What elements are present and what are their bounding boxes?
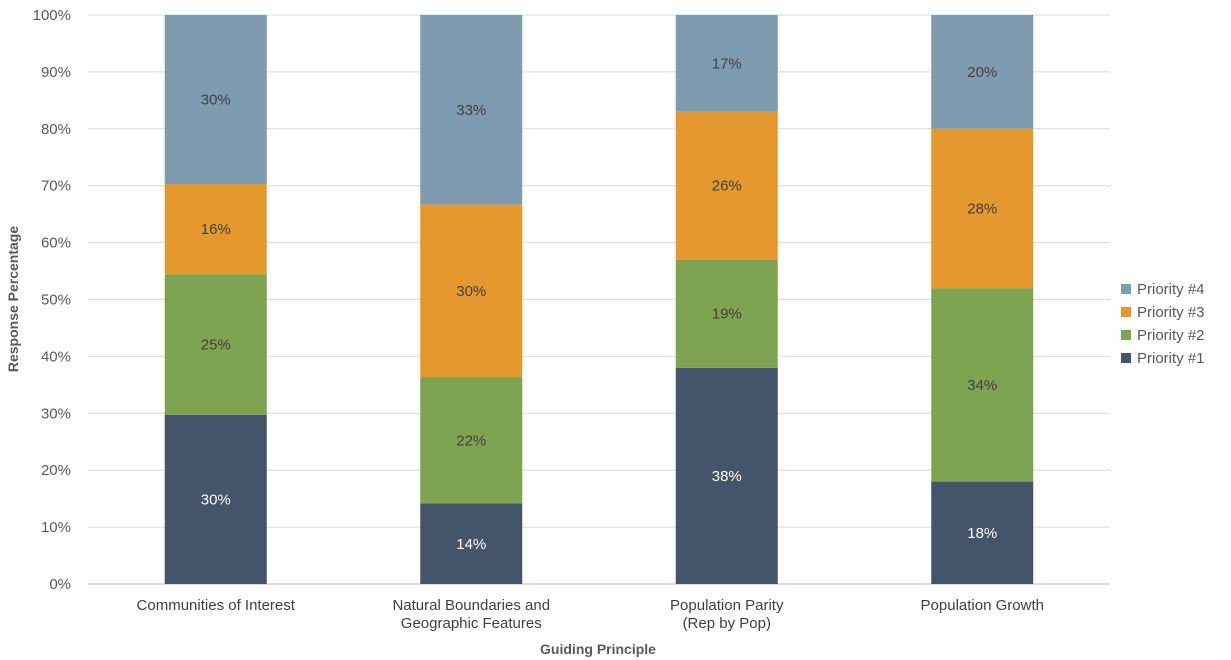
y-axis-tick-labels: 0% 10% 20% 30% 40% 50% 60% 70% 80% 90% 100% — [33, 7, 71, 593]
y-tick-label: 30% — [41, 405, 71, 422]
bar-segment — [675, 259, 778, 368]
bar-segment — [420, 15, 523, 205]
bar-segment — [420, 503, 523, 584]
x-category-label: Natural Boundaries and — [392, 597, 550, 614]
bar-segment — [420, 204, 523, 378]
data-label: 30% — [456, 283, 486, 300]
data-label: 20% — [967, 64, 997, 81]
legend-swatch — [1121, 353, 1131, 363]
data-label: 30% — [201, 491, 231, 508]
bar-segment — [675, 15, 778, 112]
bar-segment — [931, 288, 1034, 482]
y-tick-label: 90% — [41, 64, 71, 81]
x-axis-title: Guiding Principle — [540, 641, 656, 657]
legend-swatch — [1121, 284, 1131, 294]
x-category-label: Geographic Features — [401, 615, 542, 632]
y-tick-label: 50% — [41, 292, 71, 309]
x-axis-category-labels: Communities of Interest Natural Boundarie… — [137, 597, 1044, 632]
bar-segment — [164, 184, 267, 275]
legend-label: Priority #2 — [1137, 327, 1205, 344]
data-label: 34% — [967, 377, 997, 394]
bar-segment — [420, 377, 523, 504]
y-tick-label: 0% — [49, 576, 71, 593]
data-label: 16% — [201, 221, 231, 238]
x-category-label: Population Growth — [921, 597, 1044, 614]
data-label: 19% — [712, 306, 742, 323]
y-axis-title: Response Percentage — [5, 226, 21, 372]
data-label: 17% — [712, 55, 742, 72]
y-tick-label: 100% — [33, 7, 71, 24]
data-label: 28% — [967, 200, 997, 217]
bar-segment — [164, 274, 267, 415]
y-tick-label: 10% — [41, 519, 71, 536]
data-label: 25% — [201, 337, 231, 354]
data-label: 33% — [456, 102, 486, 119]
legend: Priority #4 Priority #3 Priority #2 Priorit… — [1121, 281, 1205, 367]
legend-swatch — [1121, 330, 1131, 340]
data-label: 14% — [456, 536, 486, 553]
bar-segment — [931, 481, 1034, 584]
bar-segment — [164, 15, 267, 185]
bar-segment — [164, 414, 267, 584]
data-label: 26% — [712, 178, 742, 195]
bar-segment — [931, 15, 1034, 129]
y-tick-label: 40% — [41, 348, 71, 365]
y-tick-label: 70% — [41, 178, 71, 195]
x-category-label: Communities of Interest — [137, 597, 296, 614]
bars: 30% 25% 16% 30% 14% 22% 30% 33% 38% 19% 26% 17% 18% 3… — [164, 15, 1034, 584]
x-category-label: (Rep by Pop) — [683, 615, 771, 632]
legend-label: Priority #1 — [1137, 350, 1205, 367]
legend-label: Priority #4 — [1137, 281, 1205, 298]
bar-segment — [675, 111, 778, 260]
data-label: 38% — [712, 468, 742, 485]
data-label: 22% — [456, 432, 486, 449]
y-tick-label: 60% — [41, 235, 71, 252]
bar-segment — [675, 367, 778, 584]
legend-label: Priority #3 — [1137, 304, 1205, 321]
data-label: 30% — [201, 92, 231, 109]
x-category-label: Population Parity — [670, 597, 784, 614]
bar-segment — [931, 128, 1034, 289]
y-tick-label: 20% — [41, 462, 71, 479]
data-label: 18% — [967, 525, 997, 542]
legend-swatch — [1121, 307, 1131, 317]
y-tick-label: 80% — [41, 121, 71, 138]
